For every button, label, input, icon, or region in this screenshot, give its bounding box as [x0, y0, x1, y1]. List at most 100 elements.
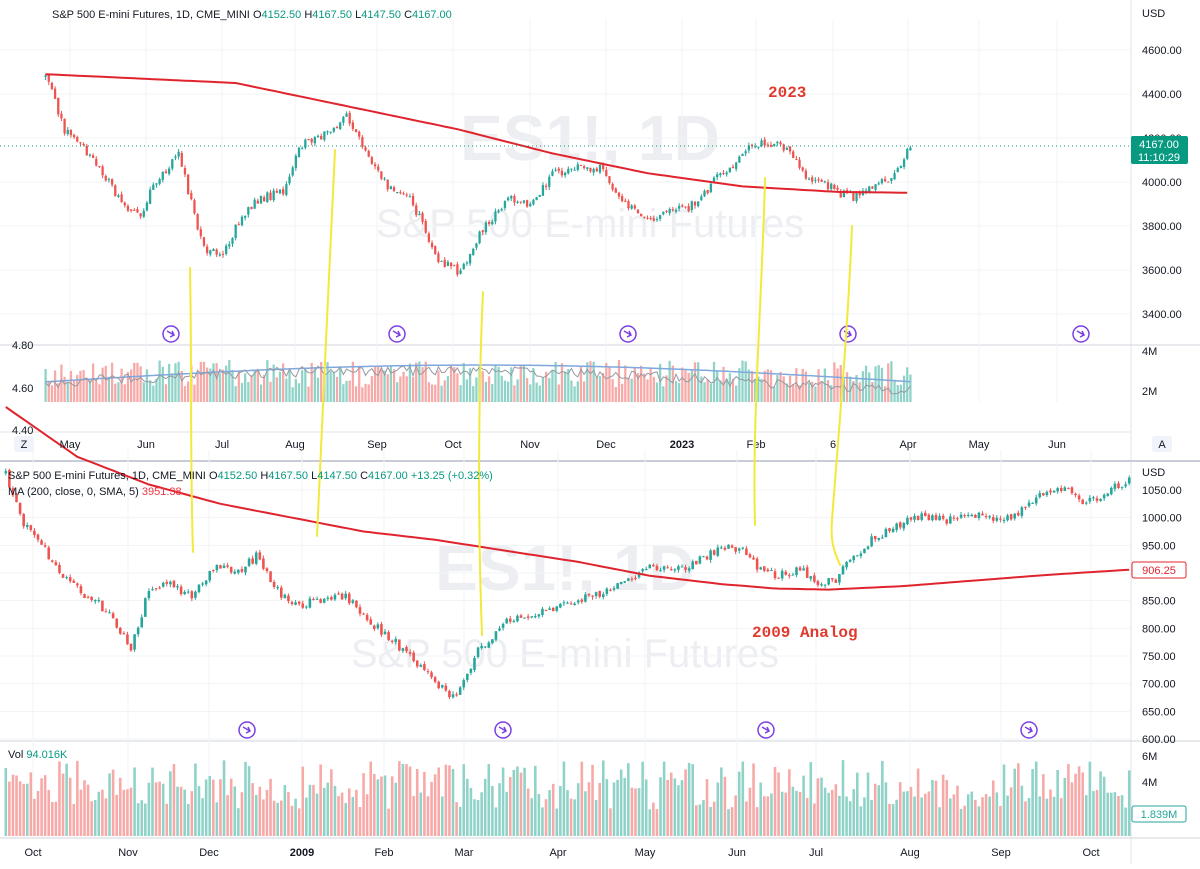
volume-bar — [544, 371, 548, 402]
candle — [247, 558, 251, 566]
volume-bar — [669, 772, 673, 836]
volume-bar — [535, 382, 538, 402]
candle — [33, 530, 36, 536]
candle — [95, 158, 98, 166]
top-ma200-line — [45, 73, 908, 194]
candle — [630, 205, 633, 209]
candle — [611, 183, 614, 190]
volume-bar — [809, 762, 813, 836]
top-volume-left-tick: 4.60 — [12, 383, 33, 395]
volume-bar — [383, 370, 386, 402]
ma-legend-label[interactable]: MA (200, close, 0, SMA, 5) — [8, 486, 139, 498]
volume-bar — [98, 384, 101, 402]
candle — [208, 571, 212, 581]
bot-time-tick: Dec — [199, 847, 219, 859]
candle — [773, 144, 776, 146]
candle — [916, 515, 920, 521]
candle — [272, 190, 275, 201]
volume-bar — [475, 377, 478, 402]
volume-bar — [310, 362, 313, 402]
candle — [640, 213, 643, 217]
volume-bar — [115, 794, 118, 836]
volume-bar — [779, 371, 782, 402]
volume-bar — [53, 370, 57, 402]
volume-bar — [498, 783, 501, 836]
volume-bar — [222, 760, 226, 836]
candle — [240, 569, 244, 572]
top-price-tick: 3800.00 — [1142, 221, 1182, 233]
candle — [902, 523, 906, 529]
volume-bar — [757, 376, 760, 402]
volume-bar — [1017, 763, 1020, 836]
volume-bar — [601, 760, 605, 836]
vol-legend-label[interactable]: Vol — [8, 749, 24, 761]
candle — [516, 201, 519, 203]
candle — [329, 131, 332, 133]
volume-bar — [881, 760, 884, 836]
bot-time-tick: Feb — [375, 847, 394, 859]
volume-bar — [411, 377, 415, 402]
candle — [118, 627, 122, 634]
volume-bar — [589, 361, 592, 402]
volume-bar — [108, 773, 111, 836]
bottom-candles — [4, 468, 1131, 700]
volume-bar — [1027, 797, 1031, 836]
volume-bar — [120, 368, 123, 402]
volume-bar — [370, 376, 374, 402]
candle — [1056, 488, 1059, 492]
top-time-tick: May — [969, 439, 990, 451]
candle — [934, 515, 938, 520]
candle — [85, 145, 88, 156]
volume-bar — [1124, 807, 1127, 836]
candle — [316, 135, 320, 138]
volume-bar — [263, 374, 266, 402]
top-legend-symbol[interactable]: S&P 500 E-mini Futures, 1D, CME_MINI — [52, 9, 250, 21]
candle — [1063, 487, 1067, 491]
volume-bar — [319, 764, 322, 836]
bottom-legend-o-label: O — [208, 470, 218, 482]
volume-bar — [816, 778, 820, 836]
volume-bar — [290, 805, 294, 836]
volume-bar — [902, 375, 906, 402]
volume-bar — [101, 789, 104, 836]
candle — [693, 201, 697, 206]
candle — [637, 572, 641, 578]
candle — [419, 664, 423, 667]
candle — [705, 556, 709, 560]
volume-bar — [462, 764, 466, 836]
bottom-legend-symbol[interactable]: S&P 500 E-mini Futures, 1D, CME_MINI — [8, 470, 206, 482]
candle — [848, 559, 852, 562]
candle — [766, 569, 770, 572]
volume-bar — [36, 790, 40, 836]
volume-bar — [830, 385, 833, 402]
volume-bar — [662, 761, 666, 836]
candle — [1127, 477, 1131, 484]
volume-bar — [225, 365, 228, 402]
bot-price-tick: 750.00 — [1142, 651, 1176, 663]
candle — [251, 558, 254, 564]
candle — [231, 238, 234, 244]
volume-bar — [842, 378, 846, 402]
volume-bar — [358, 807, 362, 836]
candle — [601, 594, 605, 598]
volume-bar — [557, 384, 560, 402]
bottom-currency: USD — [1142, 467, 1165, 479]
bottom-legend-low: 4147.50 — [317, 470, 357, 482]
candle — [949, 516, 952, 524]
volume-bar — [193, 384, 196, 402]
candle — [69, 130, 73, 136]
volume-bar — [563, 371, 567, 402]
volume-bar — [848, 801, 852, 836]
volume-bar — [294, 379, 297, 402]
volume-bar — [342, 384, 345, 402]
candle — [673, 569, 677, 571]
scale-a-button[interactable] — [1152, 436, 1172, 452]
bot-time-tick: Mar — [455, 847, 474, 859]
candle — [301, 148, 304, 150]
candle — [315, 598, 319, 600]
volume-bar — [906, 367, 909, 402]
candle — [491, 221, 494, 225]
scale-z-button[interactable] — [14, 436, 34, 452]
volume-bar — [215, 802, 219, 836]
